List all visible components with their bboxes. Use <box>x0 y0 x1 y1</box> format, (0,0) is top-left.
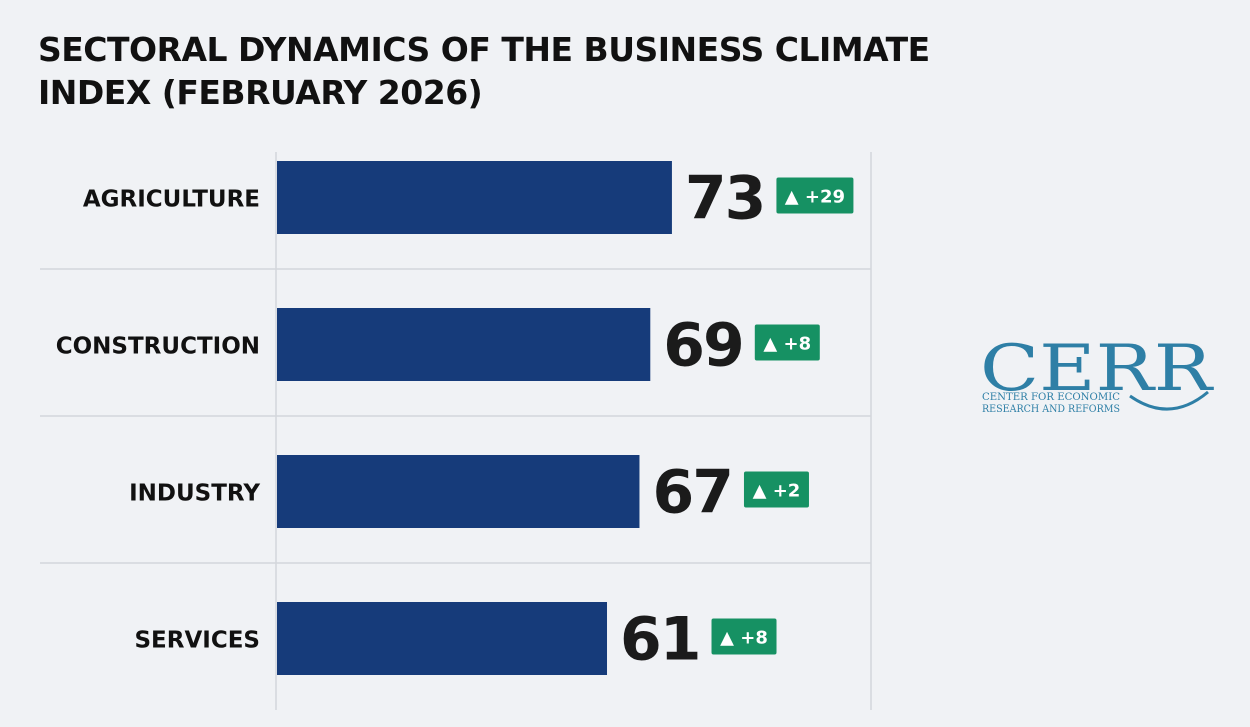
category-label: CONSTRUCTION <box>56 334 260 360</box>
category-label: AGRICULTURE <box>83 187 260 213</box>
cerr-logo: CERR CENTER FOR ECONOMIC RESEARCH AND RE… <box>980 332 1214 415</box>
logo-subtitle-2: RESEARCH AND REFORMS <box>982 404 1120 415</box>
value-label: 73 <box>685 164 765 234</box>
bar-chart: AGRICULTURE 73 ▲ +29 CONSTRUCTION 69 ▲ +8 INDU… <box>40 152 872 710</box>
bar <box>277 308 651 381</box>
change-label: ▲ +8 <box>720 628 768 649</box>
change-badge <box>743 471 809 508</box>
value-label: 69 <box>663 311 743 381</box>
change-label: ▲ +8 <box>763 334 811 355</box>
change-badge <box>776 177 854 214</box>
bar <box>277 602 608 675</box>
value-label: 67 <box>652 458 732 528</box>
bar <box>277 455 640 528</box>
logo-name: CERR <box>980 332 1214 406</box>
value-label: 61 <box>620 605 700 675</box>
change-label: ▲ +2 <box>753 481 801 502</box>
logo-swash <box>1129 390 1209 411</box>
change-badge <box>754 324 820 361</box>
change-label: ▲ +29 <box>785 187 845 208</box>
category-label: SERVICES <box>134 628 260 654</box>
logo-subtitle-1: CENTER FOR ECONOMIC <box>982 392 1120 403</box>
change-badge <box>711 618 777 655</box>
chart-title: SECTORAL DYNAMICS OF THE BUSINESS CLIMAT… <box>38 30 930 112</box>
bar <box>277 161 672 234</box>
category-label: INDUSTRY <box>129 481 260 507</box>
